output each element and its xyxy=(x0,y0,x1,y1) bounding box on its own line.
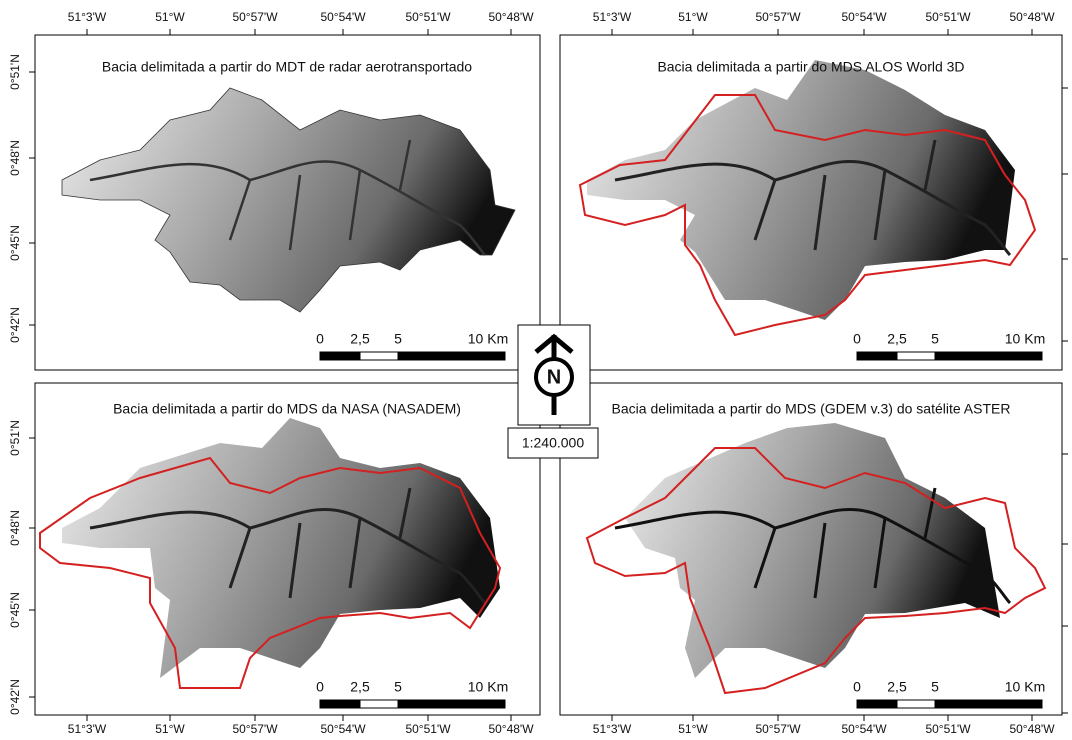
longitude-label: 51°3'W xyxy=(68,722,107,736)
scale-bar-segment xyxy=(935,700,1042,708)
scale-bar-label: 0 xyxy=(853,331,861,347)
longitude-label: 51°W xyxy=(155,722,185,736)
scale-bar-segment xyxy=(398,352,505,360)
longitude-label: 50°57'W xyxy=(232,10,278,24)
longitude-label: 50°54'W xyxy=(320,722,366,736)
scale-bar-label: 5 xyxy=(931,331,939,347)
longitude-label: 50°51'W xyxy=(405,10,451,24)
scale-bar-segment xyxy=(320,700,360,708)
latitude-label: 0°42'N xyxy=(8,307,22,343)
longitude-label: 51°W xyxy=(678,10,708,24)
longitude-label: 50°54'W xyxy=(841,10,887,24)
scale-bar-segment xyxy=(398,700,505,708)
latitude-label: 0°51'N xyxy=(8,420,22,456)
scale-bar-label: 2,5 xyxy=(350,679,370,695)
scale-bar-label: 5 xyxy=(394,679,402,695)
panel-title: Bacia delimitada a partir do MDT de rada… xyxy=(102,59,472,75)
scale-bar-segment xyxy=(897,352,935,360)
scale-bar-label: 2,5 xyxy=(887,331,907,347)
longitude-label: 51°3'W xyxy=(593,722,632,736)
scale-bar-label: 2,5 xyxy=(350,331,370,347)
scale-bar-label: 2,5 xyxy=(887,679,907,695)
scale-text: 1:240.000 xyxy=(522,435,584,451)
longitude-label: 50°51'W xyxy=(405,722,451,736)
latitude-label: 0°45'N xyxy=(8,592,22,628)
scale-bar-segment xyxy=(360,352,398,360)
latitude-label: 0°51'N xyxy=(8,54,22,90)
scale-bar-label: 0 xyxy=(853,679,861,695)
scale-bar-segment xyxy=(857,352,897,360)
longitude-label: 50°48'W xyxy=(488,722,534,736)
scale-bar-label: 5 xyxy=(394,331,402,347)
scale-bar-label: 10 Km xyxy=(1005,331,1045,347)
panel-title: Bacia delimitada a partir do MDS ALOS Wo… xyxy=(657,59,964,75)
longitude-label: 51°W xyxy=(678,722,708,736)
scale-bar-segment xyxy=(857,700,897,708)
scale-bar-label: 0 xyxy=(316,331,324,347)
latitude-label: 0°42'N xyxy=(8,679,22,715)
panel-title: Bacia delimitada a partir do MDS (GDEM v… xyxy=(612,401,1011,417)
north-label: N xyxy=(547,366,561,388)
scale-bar-label: 10 Km xyxy=(1005,679,1045,695)
latitude-label: 0°48'N xyxy=(8,510,22,546)
scale-bar-label: 0 xyxy=(316,679,324,695)
scale-bar-label: 5 xyxy=(931,679,939,695)
longitude-label: 50°51'W xyxy=(925,722,971,736)
latitude-label: 0°45'N xyxy=(8,225,22,261)
longitude-label: 50°48'W xyxy=(488,10,534,24)
longitude-label: 50°51'W xyxy=(925,10,971,24)
longitude-label: 51°3'W xyxy=(68,10,107,24)
scale-bar-label: 10 Km xyxy=(468,679,508,695)
longitude-label: 50°57'W xyxy=(755,10,801,24)
scale-bar-segment xyxy=(935,352,1042,360)
longitude-label: 50°54'W xyxy=(320,10,366,24)
longitude-label: 50°54'W xyxy=(841,722,887,736)
longitude-label: 51°W xyxy=(155,10,185,24)
longitude-label: 50°48'W xyxy=(1009,10,1055,24)
latitude-label: 0°48'N xyxy=(8,140,22,176)
longitude-label: 51°3'W xyxy=(593,10,632,24)
longitude-label: 50°57'W xyxy=(232,722,278,736)
scale-bar-segment xyxy=(897,700,935,708)
scale-bar-segment xyxy=(360,700,398,708)
panel-title: Bacia delimitada a partir do MDS da NASA… xyxy=(113,401,461,417)
scale-bar-segment xyxy=(320,352,360,360)
longitude-label: 50°48'W xyxy=(1009,722,1055,736)
scale-bar-label: 10 Km xyxy=(468,331,508,347)
longitude-label: 50°57'W xyxy=(755,722,801,736)
map-figure: Bacia delimitada a partir do MDT de rada… xyxy=(0,0,1072,740)
